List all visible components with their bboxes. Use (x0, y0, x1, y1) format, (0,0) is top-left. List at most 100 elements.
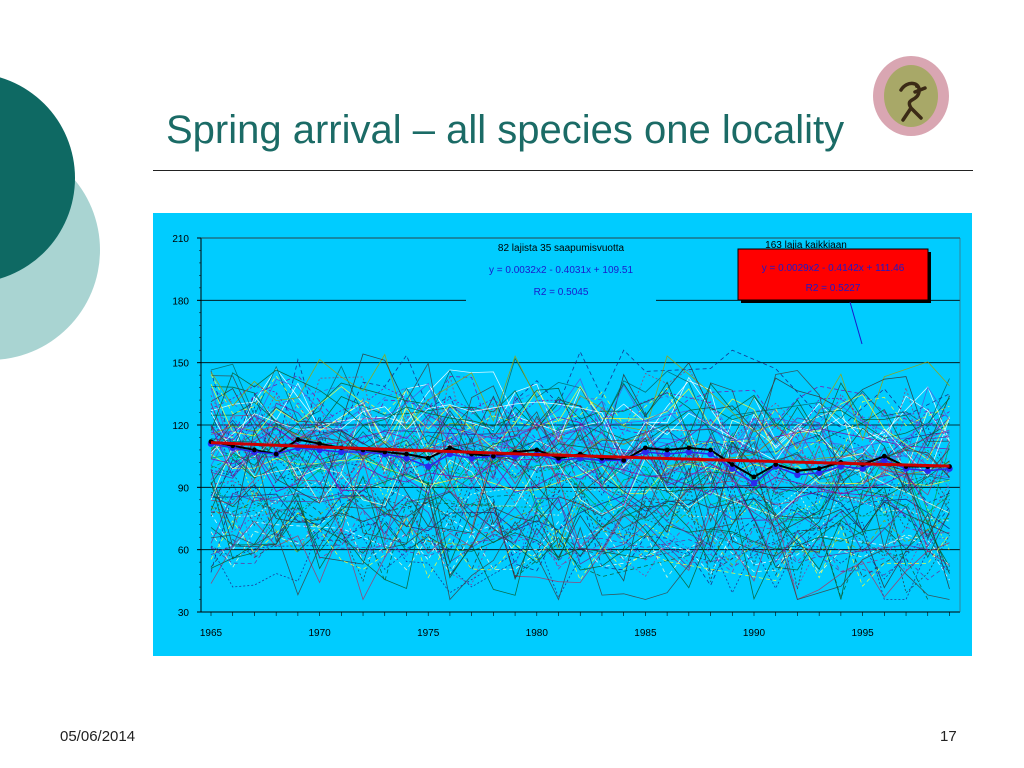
mean-point (447, 445, 453, 451)
highlight-point (729, 465, 736, 472)
annotation-1-r2: R2 = 0.5045 (534, 287, 589, 298)
y-tick-label: 90 (178, 483, 190, 494)
title-divider (153, 170, 973, 171)
y-tick-label: 180 (172, 296, 189, 307)
highlight-point (837, 463, 845, 470)
mean-point (273, 451, 279, 457)
mean-point (425, 455, 431, 461)
species-line (210, 369, 950, 448)
species-line (210, 395, 950, 493)
species-line (210, 425, 907, 521)
species-line (210, 401, 950, 478)
species-line (210, 377, 950, 461)
highlight-point (685, 448, 693, 456)
annotation-1-equation: y = 0.0032x2 - 0.4031x + 109.51 (489, 265, 633, 276)
highlight-point (924, 467, 931, 474)
y-tick-label: 210 (172, 234, 189, 245)
mean-point (490, 453, 496, 459)
mean-point (816, 466, 822, 472)
mean-point (621, 457, 627, 463)
annotation-2-equation: y = 0.0029x2 - 0.4142x + 111.46 (762, 263, 905, 274)
slide-title: Spring arrival – all species one localit… (166, 108, 845, 152)
mean-point (729, 462, 735, 467)
species-line (210, 397, 950, 484)
axis-layer: 30 60 90 120 150 180 210 1965 1970 1975 1980 1985 19… (172, 234, 961, 639)
annotation-1-header: 82 lajista 35 saapumisvuotta (498, 243, 625, 254)
mean-point (295, 437, 301, 442)
highlight-point (750, 479, 758, 487)
species-line (210, 353, 950, 450)
main-series-layer (207, 437, 953, 487)
species-line (210, 415, 950, 485)
mean-point (404, 451, 409, 457)
species-line (210, 512, 950, 587)
species-line (210, 480, 950, 531)
y-tick-label: 30 (178, 608, 190, 619)
mean-point (643, 445, 648, 451)
species-line (210, 516, 950, 600)
highlight-point (642, 448, 649, 456)
species-line (210, 395, 950, 498)
x-tick-label: 1970 (308, 628, 331, 639)
species-line (210, 483, 950, 525)
x-tick-label: 1990 (743, 628, 766, 639)
footer-date: 05/06/2014 (60, 728, 136, 745)
annotation-2-pointer (849, 301, 863, 345)
highlight-point (794, 471, 801, 479)
x-tick-label: 1965 (200, 628, 223, 639)
species-line (210, 398, 950, 494)
mean-point (708, 447, 713, 453)
species-line (210, 522, 950, 594)
mean-point (534, 447, 540, 453)
mean-point (881, 453, 887, 459)
highlight-point (468, 455, 475, 462)
highlight-point (859, 465, 866, 472)
page-number: 17 (940, 728, 957, 745)
species-line (210, 478, 950, 567)
mean-point (773, 462, 779, 467)
species-line (210, 362, 950, 482)
species-line (210, 407, 950, 453)
annotation-box-1-bg (466, 240, 656, 302)
species-line (210, 513, 950, 581)
y-tick-label: 150 (172, 359, 189, 370)
species-line (210, 507, 950, 601)
annotation-layer: 82 lajista 35 saapumisvuotta y = 0.0032x… (466, 240, 931, 345)
species-line (210, 494, 928, 579)
species-line (210, 426, 950, 554)
trend-line (210, 441, 950, 468)
species-line (210, 436, 950, 551)
species-line (210, 385, 950, 445)
species-line (210, 382, 950, 440)
highlight-point (663, 450, 671, 458)
mean-point (252, 447, 257, 453)
species-line (210, 450, 950, 498)
species-line (210, 469, 950, 523)
species-line (210, 481, 950, 601)
species-line (210, 445, 950, 517)
mean-point (686, 445, 692, 451)
bird-logo-icon (873, 56, 949, 136)
species-line (210, 484, 950, 532)
species-line (210, 450, 929, 507)
species-line (210, 414, 950, 494)
species-line (210, 492, 950, 601)
species-line (210, 374, 950, 455)
mean-point (317, 441, 322, 447)
highlight-point (815, 469, 823, 476)
species-line (210, 509, 950, 573)
highlight-point (707, 450, 714, 458)
species-line (210, 530, 950, 581)
mean-point (664, 447, 670, 453)
mean-point (556, 455, 561, 461)
x-tick-label: 1995 (851, 628, 874, 639)
highlight-point (425, 463, 432, 470)
highlight-point (403, 455, 410, 462)
annotation-2-r2: R2 = 0.5227 (806, 283, 861, 294)
y-tick-label: 60 (178, 546, 190, 557)
mean-point (751, 474, 757, 480)
species-line (210, 456, 950, 549)
y-tick-label: 120 (172, 421, 189, 432)
species-line (210, 357, 950, 436)
